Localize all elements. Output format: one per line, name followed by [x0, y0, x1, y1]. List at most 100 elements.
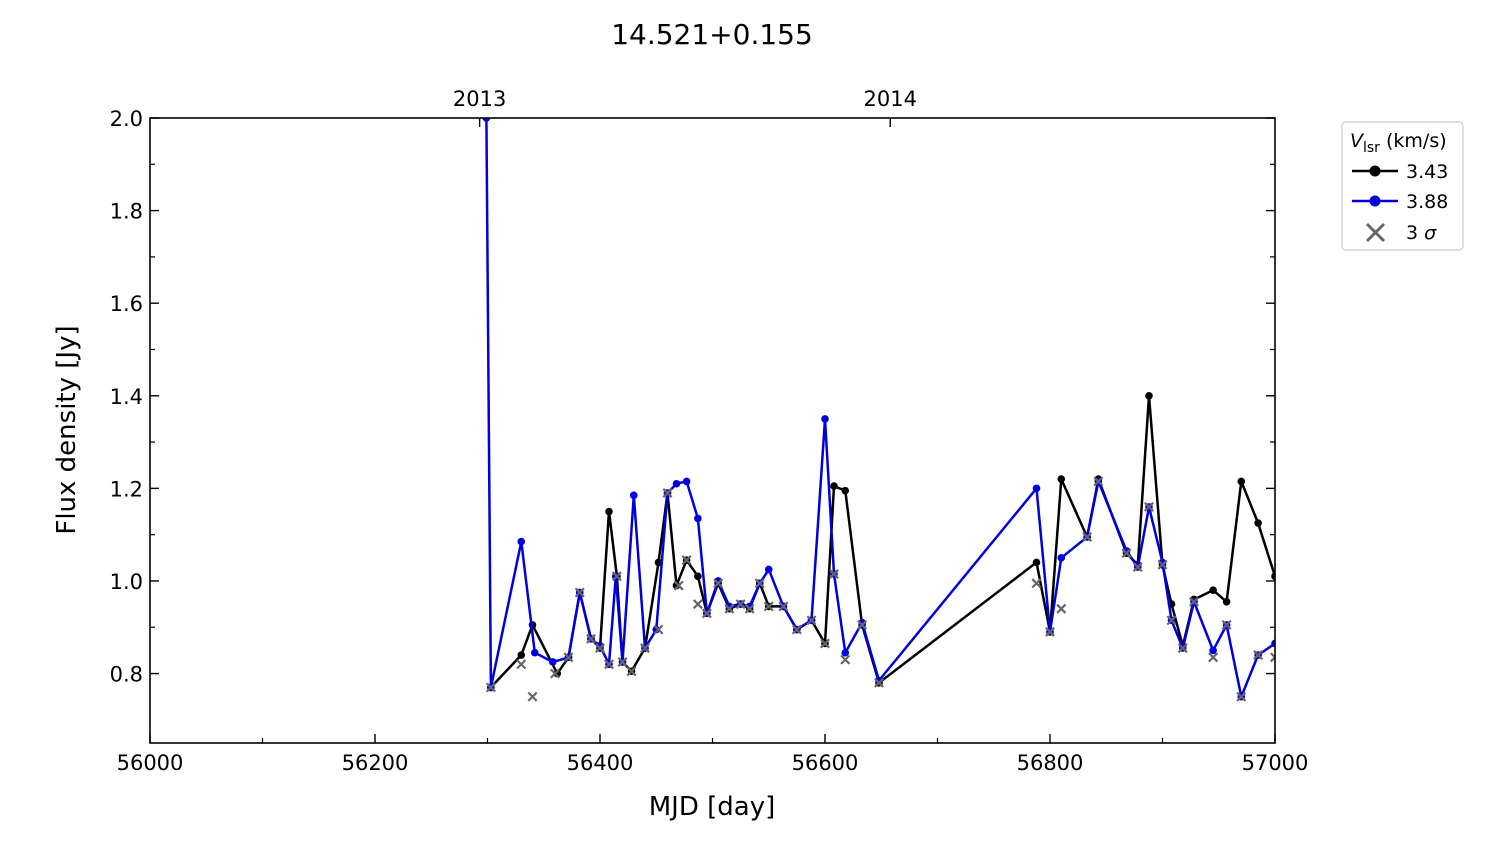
legend-marker-3.88 [1369, 195, 1381, 207]
top-tick-label-2014: 2014 [864, 87, 917, 111]
legend-marker-sigma [1365, 222, 1386, 243]
series-line-3.43 [489, 394, 1275, 689]
sigma-marker-24 [763, 601, 774, 612]
sigma-marker-20 [724, 603, 735, 614]
sigma-marker-3 [550, 668, 560, 679]
data-point-3.88-16 [672, 479, 681, 488]
data-point-3.88-3 [530, 648, 539, 657]
sigma-marker-39 [1132, 562, 1143, 573]
sigma-marker-2 [527, 691, 538, 702]
sigma-marker-25 [778, 601, 789, 612]
x-tick-label-56200: 56200 [342, 751, 409, 775]
legend-marker-3.43 [1369, 165, 1381, 177]
axes-frame [149, 117, 1276, 744]
legend-label-sigma: 3 σ [1406, 222, 1437, 244]
y-tick-label-1.4: 1.4 [110, 385, 143, 409]
data-point-3.88-12 [629, 491, 638, 500]
data-point-3.88-29 [821, 415, 829, 423]
sigma-marker-14 [662, 488, 673, 498]
sigma-marker-35 [1056, 603, 1067, 614]
data-point-3.88-17 [682, 477, 691, 486]
sigma-marker-44 [1189, 596, 1199, 607]
data-point-3.43-45 [1209, 586, 1217, 595]
sigma-marker-22 [744, 603, 755, 614]
x-tick-label-57000: 57000 [1242, 751, 1309, 775]
x-axis-label: MJD [day] [649, 792, 776, 822]
sigma-marker-28 [820, 638, 830, 649]
data-point-3.43-8 [605, 507, 613, 516]
sigma-marker-42 [1166, 615, 1177, 626]
sigma-marker-33 [1031, 578, 1042, 589]
sigma-marker-45 [1208, 652, 1219, 663]
data-point-3.88-50 [1271, 639, 1275, 648]
data-point-3.43-48 [1254, 519, 1262, 527]
data-point-3.43-29 [830, 482, 838, 490]
data-point-3.88-4 [548, 658, 557, 666]
legend: Vlsr (km/s) 3.43 3.88 3 σ [1341, 121, 1464, 251]
sigma-marker-10 [617, 657, 628, 667]
sigma-marker-47 [1236, 691, 1247, 702]
data-point-3.88-31 [841, 648, 850, 657]
sigma-marker-13 [653, 624, 664, 635]
legend-label-3.43: 3.43 [1406, 161, 1448, 183]
sigma-marker-46 [1221, 619, 1232, 630]
sigma-marker-26 [791, 624, 802, 635]
data-point-3.43-17 [694, 572, 702, 581]
sigma-marker-1 [516, 659, 527, 670]
sigma-marker-23 [754, 578, 765, 589]
data-point-3.88-2 [517, 537, 526, 546]
sigma-marker-9 [611, 571, 622, 582]
chart-title: 14.521+0.155 [611, 18, 813, 51]
sigma-marker-12 [640, 643, 650, 654]
x-tick-label-56800: 56800 [1017, 751, 1084, 775]
sigma-marker-16 [681, 555, 692, 566]
sigma-marker-27 [806, 615, 817, 626]
y-tick-label-1.6: 1.6 [110, 292, 143, 316]
data-point-3.43-30 [841, 486, 850, 495]
y-tick-label-1.8: 1.8 [110, 200, 143, 224]
data-point-3.43-49 [1271, 572, 1275, 581]
sigma-marker-19 [713, 578, 724, 589]
data-point-3.88-36 [1057, 554, 1066, 562]
data-point-3.43-33 [1032, 558, 1041, 567]
y-tick-label-2: 2.0 [110, 107, 143, 131]
plot-area [482, 118, 1275, 702]
data-point-3.43-46 [1222, 597, 1231, 606]
sigma-marker-41 [1157, 559, 1168, 570]
data-point-3.43-47 [1237, 477, 1246, 486]
sigma-marker-7 [595, 643, 605, 654]
x-tick-label-56000: 56000 [117, 751, 184, 775]
sigma-marker-49 [1270, 652, 1275, 663]
sigma-marker-6 [586, 633, 596, 644]
sigma-marker-8 [604, 659, 614, 670]
sigma-marker-48 [1253, 650, 1264, 661]
x-tick-label-56600: 56600 [792, 751, 859, 775]
sigma-marker-4 [563, 652, 574, 663]
sigma-marker-18 [701, 608, 712, 619]
sigma-marker-15 [673, 580, 684, 591]
sigma-marker-38 [1121, 548, 1132, 559]
series-line-3.88 [485, 118, 1275, 698]
data-point-3.43-1 [517, 651, 526, 659]
sigma-marker-32 [874, 677, 884, 688]
data-point-3.88-25 [764, 565, 773, 574]
sigma-marker-5 [574, 587, 585, 598]
sigma-marker-43 [1177, 643, 1188, 654]
sigma-marker-31 [857, 619, 868, 630]
sigma-marker-11 [626, 666, 637, 677]
axes: 56000 56200 56400 56600 56800 57000 0.8 1.0 1.2 1… [110, 87, 1309, 775]
data-point-3.43-35 [1057, 475, 1066, 483]
data-point-3.88-34 [1032, 484, 1041, 493]
sigma-marker-0 [485, 682, 496, 693]
legend-title: Vlsr (km/s) [1350, 130, 1447, 156]
legend-label-3.88: 3.88 [1406, 191, 1448, 213]
sigma-marker-37 [1093, 476, 1104, 487]
sigma-marker-21 [735, 599, 746, 610]
data-point-3.43-40 [1145, 391, 1153, 400]
sigma-marker-40 [1144, 501, 1154, 512]
sigma-marker-17 [692, 599, 703, 610]
y-axis-label: Flux density [Jy] [52, 325, 82, 534]
sigma-marker-29 [829, 569, 839, 579]
data-point-3.88-46 [1209, 646, 1217, 655]
